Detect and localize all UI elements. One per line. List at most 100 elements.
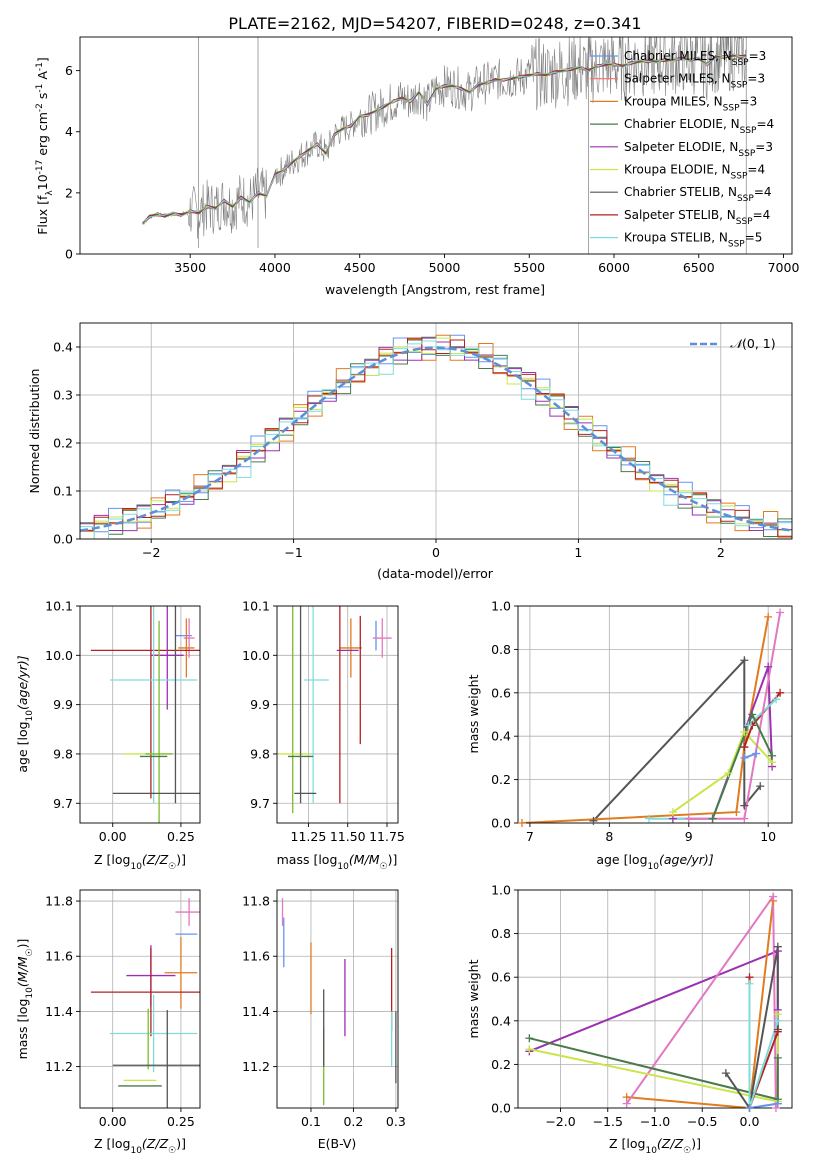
label-part: mass [log (277, 852, 338, 867)
label-part: =3 (755, 140, 773, 154)
x-axis-label: E(B-V) (318, 1136, 357, 1151)
label-part: SSP (736, 217, 753, 227)
weight-marker (645, 814, 654, 823)
weight-marker (748, 710, 757, 719)
y-tick-label: 11.8 (45, 894, 73, 909)
plot-area (278, 606, 392, 814)
label-part: 10 (25, 710, 35, 722)
y-tick-label: 6 (65, 63, 73, 78)
y-axis-label: age [log10(age/yr)] (15, 655, 35, 772)
x-tick-label: 11.50 (330, 829, 366, 844)
figure-title: PLATE=2162, MJD=54207, FIBERID=0248, z=0… (228, 14, 641, 33)
axes-mass-vs-ebv: 0.1 0.2 0.3 11.2 11.4 11.6 11.8 E(B-V) (242, 889, 406, 1151)
legend-label: Chabrier STELIB, NSSP=4 (624, 185, 772, 204)
normal-curve (80, 346, 792, 532)
y-tick-label: 0.2 (53, 436, 73, 451)
spectrum-data-line (142, 37, 747, 239)
label-part: SSP (738, 149, 755, 159)
axes-age-vs-mass: 11.25 11.50 11.75 9.7 9.8 9.9 10.0 10.1 mass [lo… (242, 599, 405, 873)
label-part: ☉ (380, 862, 388, 872)
label-part: 10 (645, 1146, 657, 1156)
spectrum-model-line (142, 53, 747, 225)
x-tick-label: 8 (605, 829, 613, 844)
weight-marker (773, 1099, 782, 1108)
y-tick-label: 11.2 (242, 1059, 270, 1074)
label-part: =4 (756, 117, 774, 131)
x-tick-label: 1 (574, 545, 582, 560)
legend-label: Kroupa ELODIE, NSSP=4 (624, 163, 765, 182)
weight-marker (776, 688, 785, 697)
y-tick-label: 0.0 (53, 532, 73, 547)
weight-marker (525, 1034, 534, 1043)
plot-area (90, 606, 200, 823)
label-part: Chabrier STELIB, N (624, 185, 737, 199)
weight-marker (771, 1104, 780, 1112)
label-part: SSP (737, 194, 754, 204)
x-axis-label: Z [log10(Z/Z☉)] (94, 852, 186, 872)
x-axis-label: mass [log10(M/M☉)] (277, 852, 398, 872)
y-tick-label: 0.4 (53, 340, 73, 355)
y-tick-label: 0 (65, 247, 73, 262)
label-part: 10 (130, 862, 142, 872)
y-axis-label: mass weight (466, 959, 481, 1038)
weight-marker (744, 721, 753, 730)
x-tick-label: 0.00 (99, 1114, 127, 1129)
weight-marker (740, 727, 749, 736)
x-tick-label: 0.00 (99, 829, 127, 844)
legend-label: Chabrier ELODIE, NSSP=4 (624, 117, 774, 136)
axes-spectrum: 3500 4000 4500 5000 5500 6000 6500 7000 0 2 4 6 Chab… (35, 36, 799, 297)
y-tick-label: 9.9 (250, 697, 270, 712)
weight-line (743, 752, 757, 759)
y-tick-label: 10.1 (45, 599, 73, 614)
label-part: SSP (728, 240, 745, 250)
weight-marker (773, 942, 782, 951)
weight-marker (740, 753, 749, 762)
label-part: λ (45, 190, 55, 196)
label-part: Salpeter MILES, N (624, 72, 731, 86)
axes-frame (276, 605, 399, 824)
plot-area (90, 898, 200, 1108)
weight-marker (622, 1099, 631, 1108)
label-part: 10 (35, 174, 50, 190)
legend-label: Chabrier MILES, NSSP=3 (624, 49, 766, 68)
weight-line (725, 946, 779, 1108)
y-tick-label: 0.3 (53, 388, 73, 403)
label-part: SSP (731, 81, 748, 91)
x-tick-label: 0.25 (167, 1114, 195, 1129)
x-tick-label: 3500 (174, 260, 206, 275)
weight-line (748, 983, 779, 1108)
weight-line (529, 1037, 779, 1101)
label-part: Flux [f (35, 195, 50, 235)
label-part: =5 (745, 231, 763, 245)
weight-marker (708, 814, 717, 823)
y-tick-label: 9.7 (53, 796, 73, 811)
weight-marker (764, 612, 773, 621)
label-part: (Z/Z (142, 1136, 169, 1151)
weight-line (688, 612, 782, 820)
x-tick-label: 0.0 (740, 1114, 760, 1129)
y-tick-label: 11.4 (242, 1004, 270, 1019)
y-axis-label: mass [log10(M/M☉)] (15, 939, 35, 1060)
legend-label: Salpeter ELODIE, NSSP=3 (624, 140, 773, 159)
x-tick-label: −2 (142, 545, 160, 560)
label-part: ] (35, 57, 50, 62)
axes-frame (517, 605, 793, 824)
x-axis-label: wavelength [Angstrom, rest frame] (325, 282, 545, 297)
y-tick-label: 0.2 (491, 1057, 511, 1072)
y-tick-label: 1.0 (491, 599, 511, 614)
x-tick-label: −0.5 (687, 1114, 717, 1129)
weight-marker (773, 1016, 782, 1025)
label-part: (Z/Z (657, 1136, 684, 1151)
x-tick-label: 0.2 (343, 1114, 363, 1129)
histogram-step (80, 340, 792, 539)
y-tick-label: 2 (65, 185, 73, 200)
y-tick-label: 11.6 (45, 949, 73, 964)
label-part: Chabrier MILES, N (624, 49, 732, 63)
y-tick-label: 11.8 (242, 894, 270, 909)
x-axis-label: Z [log10(Z/Z☉)] (94, 1136, 186, 1156)
weight-marker (517, 819, 526, 827)
y-tick-label: 10.0 (242, 648, 270, 663)
weight-line (529, 1014, 779, 1103)
label-part: erg cm (35, 112, 50, 160)
